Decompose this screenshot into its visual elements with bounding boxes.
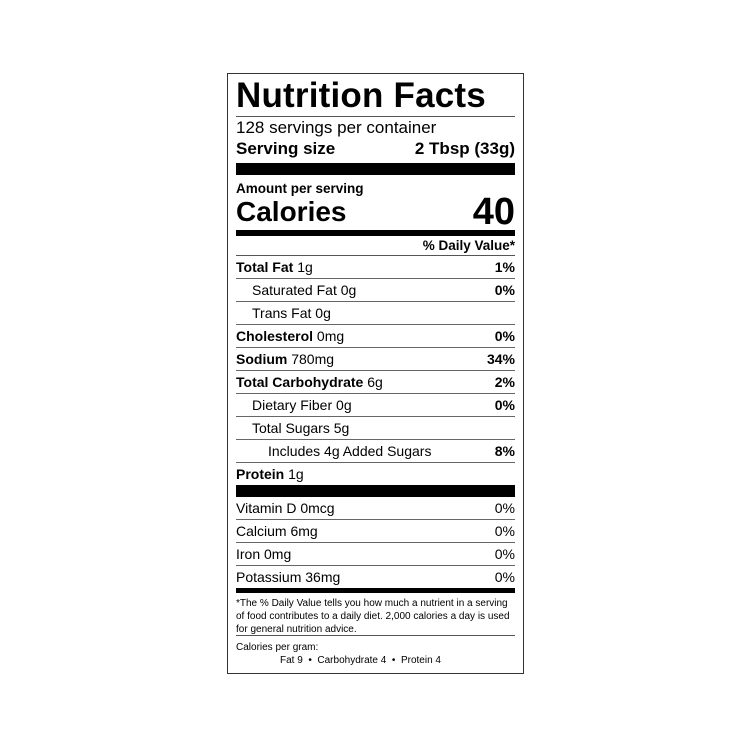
daily-value-header: % Daily Value* [236, 236, 515, 255]
vitamin-name: Iron 0mg [236, 546, 292, 562]
nutrient-row: Trans Fat 0g [236, 302, 515, 325]
vitamin-daily-value: 0% [494, 523, 515, 539]
nutrient-daily-value: 34% [486, 351, 515, 367]
nutrient-row: Dietary Fiber 0g 0% [236, 394, 515, 417]
nutrient-label: Cholesterol [236, 328, 314, 344]
nutrient-name: Sodium 780mg [236, 351, 334, 367]
medium-divider [236, 230, 515, 236]
vitamin-list: Vitamin D 0mcg 0% Calcium 6mg 0% Iron 0mg 0% P… [236, 497, 515, 588]
vitamin-name: Potassium 36mg [236, 569, 341, 585]
vitamin-name: Calcium 6mg [236, 523, 318, 539]
nutrient-label: Sodium [236, 351, 288, 367]
divider [236, 255, 515, 256]
vitamin-name: Vitamin D 0mcg [236, 500, 335, 516]
vitamin-daily-value: 0% [494, 500, 515, 516]
calories-value: 40 [472, 190, 515, 233]
nutrient-row: Cholesterol 0mg 0% [236, 325, 515, 348]
serving-size-label: Serving size [236, 139, 336, 158]
nutrient-daily-value: 0% [494, 397, 515, 413]
vitamin-row: Iron 0mg 0% [236, 543, 515, 566]
nutrition-facts-label: Nutrition Facts 128 servings per contain… [227, 73, 524, 674]
nutrient-name: Protein 1g [236, 466, 304, 482]
nutrient-amount: 0g [315, 305, 331, 321]
nutrient-row: Protein 1g [236, 463, 515, 485]
nutrient-name: Total Carbohydrate 6g [236, 374, 383, 390]
nutrient-name: Total Sugars 5g [236, 420, 349, 436]
nutrient-name: Dietary Fiber 0g [236, 397, 352, 413]
nutrient-name: Cholesterol 0mg [236, 328, 344, 344]
nutrient-name: Includes 4g Added Sugars [236, 443, 431, 459]
nutrient-label: Total Fat [236, 259, 294, 275]
servings-per-container: 128 servings per container [236, 118, 437, 137]
thick-divider [236, 163, 515, 175]
nutrient-amount: 0mg [316, 328, 345, 344]
nutrient-amount: 1g [288, 466, 304, 482]
vitamin-row: Calcium 6mg 0% [236, 520, 515, 543]
nutrient-row: Total Fat 1g 1% [236, 256, 515, 279]
nutrient-label: Total Sugars [252, 420, 330, 436]
divider [236, 635, 515, 636]
calories-row: Calories 40 [236, 191, 515, 233]
calories-per-gram-values: Fat 9 • Carbohydrate 4 • Protein 4 [280, 655, 441, 666]
serving-size-value: 2 Tbsp (33g) [414, 139, 515, 158]
nutrient-daily-value: 2% [494, 374, 515, 390]
nutrient-daily-value: 0% [494, 282, 515, 298]
footnote: *The % Daily Value tells you how much a … [236, 598, 510, 635]
vitamin-daily-value: 0% [494, 546, 515, 562]
nutrient-label: Total Carbohydrate [236, 374, 364, 390]
nutrient-row: Includes 4g Added Sugars 8% [236, 440, 515, 463]
nutrient-daily-value: 1% [494, 259, 515, 275]
nutrient-amount: 0g [336, 397, 352, 413]
nutrient-amount: 1g [297, 259, 313, 275]
label-title: Nutrition Facts [236, 76, 486, 115]
vitamin-daily-value: 0% [494, 569, 515, 585]
nutrient-name: Trans Fat 0g [236, 305, 331, 321]
nutrient-row: Total Sugars 5g [236, 417, 515, 440]
vitamin-row: Vitamin D 0mcg 0% [236, 497, 515, 520]
nutrient-amount: 0g [340, 282, 357, 298]
thick-divider [236, 485, 515, 497]
nutrient-name: Saturated Fat 0g [236, 282, 356, 298]
nutrient-row: Sodium 780mg 34% [236, 348, 515, 371]
nutrient-list: Total Fat 1g 1% Saturated Fat 0g 0% Trans Fa… [236, 256, 515, 485]
calories-per-gram: Calories per gram: Fat 9 • Carbohydrate … [236, 636, 515, 667]
serving-size-row: Serving size 2 Tbsp (33g) [236, 138, 515, 160]
nutrient-name: Total Fat 1g [236, 259, 313, 275]
divider [236, 116, 515, 117]
medium-divider [236, 588, 515, 593]
nutrient-label: Saturated Fat [252, 282, 337, 298]
nutrient-daily-value: 8% [494, 443, 515, 459]
nutrient-amount: 6g [367, 374, 383, 390]
nutrient-row: Total Carbohydrate 6g 2% [236, 371, 515, 394]
nutrient-daily-value: 0% [494, 328, 515, 344]
amount-per-serving: Amount per serving [236, 181, 364, 196]
daily-value-header-text: % Daily Value* [422, 238, 515, 253]
nutrient-amount: 780mg [291, 351, 335, 367]
nutrient-label: Protein [236, 466, 285, 482]
nutrient-label: Trans Fat [252, 305, 312, 321]
nutrient-label: Dietary Fiber [252, 397, 333, 413]
nutrient-amount: 5g [333, 420, 350, 436]
vitamin-row: Potassium 36mg 0% [236, 566, 515, 588]
calories-per-gram-label: Calories per gram: [236, 642, 319, 653]
calories-label: Calories [236, 196, 347, 227]
nutrient-label: Includes 4g Added Sugars [268, 443, 432, 459]
nutrient-row: Saturated Fat 0g 0% [236, 279, 515, 302]
